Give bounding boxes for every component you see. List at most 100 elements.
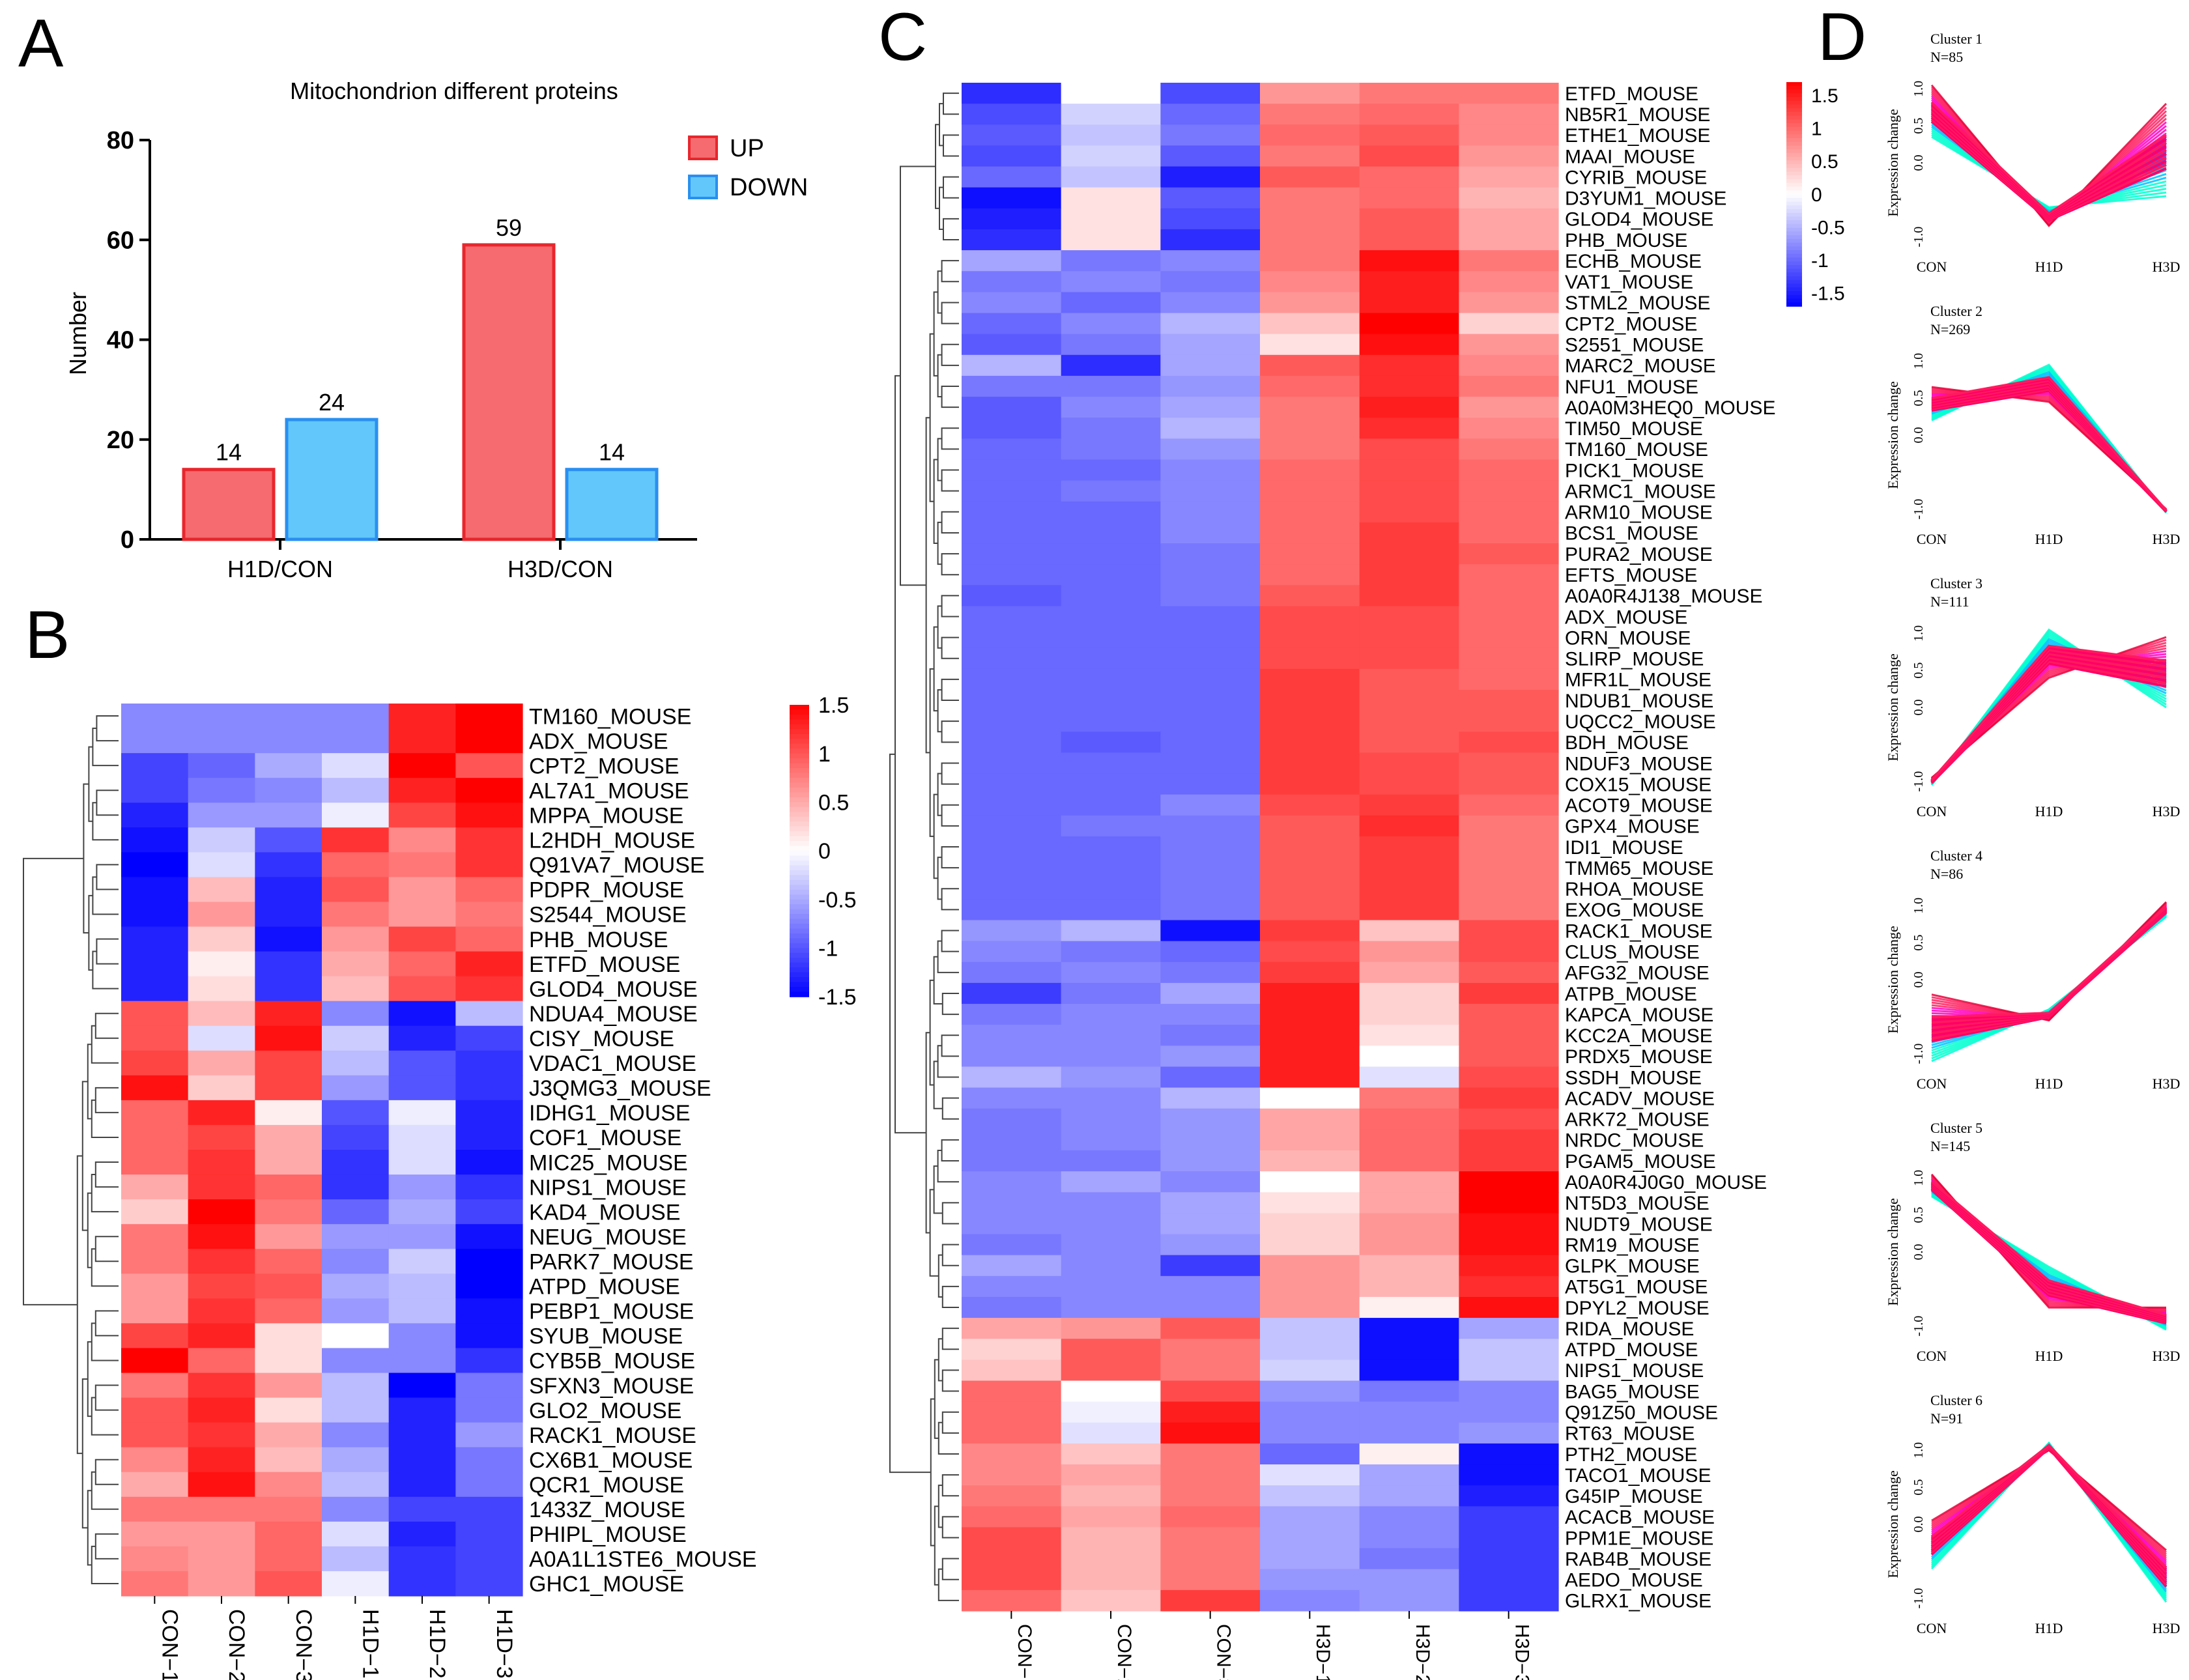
heatmap-row-label: PHB_MOUSE	[1565, 230, 1687, 251]
dendrogram-branch	[94, 1161, 119, 1188]
heatmap-cell	[121, 1150, 189, 1175]
cluster-profile-line	[1931, 904, 2168, 1019]
heatmap-cell	[1061, 522, 1161, 544]
bar-up	[462, 243, 556, 541]
heatmap-cell	[1160, 1422, 1261, 1444]
heatmap-cell	[255, 778, 322, 803]
heatmap-row-label: 1433Z_MOUSE	[529, 1498, 685, 1522]
heatmap-cell	[1160, 1401, 1261, 1423]
heatmap-cell	[962, 689, 1062, 711]
heatmap-cell	[1359, 1108, 1459, 1130]
heatmap-cell	[1061, 334, 1161, 356]
color-scale-step	[790, 797, 809, 803]
cluster-count: N=85	[1930, 49, 1963, 65]
heatmap-cell	[1359, 354, 1459, 377]
heatmap-cell	[388, 1025, 456, 1051]
cluster-title: Cluster 6	[1930, 1392, 1982, 1408]
legend-label-down: DOWN	[730, 174, 808, 201]
color-scale-step	[790, 724, 809, 730]
heatmap-cell	[962, 375, 1062, 397]
color-scale-label: -1	[818, 937, 838, 961]
heatmap-cell	[1359, 145, 1459, 167]
dendrogram-branch	[941, 553, 959, 576]
heatmap-cell	[1160, 1339, 1261, 1360]
heatmap-cell	[1359, 878, 1459, 900]
heatmap-cell	[1260, 1066, 1360, 1089]
cluster-y-tick-label: -1.0	[1911, 1316, 1926, 1337]
heatmap-cell	[962, 1066, 1062, 1089]
color-scale-label: 1	[818, 742, 831, 767]
heatmap-cell	[1061, 250, 1161, 272]
heatmap-cell	[121, 1323, 189, 1349]
heatmap-row-label: BDH_MOUSE	[1565, 732, 1689, 754]
heatmap-cell	[1359, 1255, 1459, 1277]
heatmap-cell	[1359, 961, 1459, 984]
heatmap-cell	[1359, 1464, 1459, 1486]
heatmap-cell	[962, 564, 1062, 586]
heatmap-cell	[1061, 480, 1161, 502]
heatmap-cell	[455, 1521, 523, 1547]
heatmap-cell	[962, 208, 1062, 230]
dendrogram-branch	[941, 260, 959, 283]
heatmap-col-label: H1D−1	[358, 1609, 383, 1679]
heatmap-cell	[1160, 564, 1261, 586]
cluster-profile-line	[1931, 391, 2168, 511]
heatmap-cell	[255, 976, 322, 1002]
heatmap-cell	[1260, 104, 1360, 125]
heatmap-cell	[255, 1521, 322, 1547]
cluster-ylabel: Expression change	[1885, 1470, 1901, 1578]
heatmap-row-label: MAAI_MOUSE	[1565, 146, 1695, 167]
color-scale-label: -1.5	[1811, 283, 1845, 305]
heatmap-cell	[388, 877, 456, 903]
heatmap-cell	[1160, 250, 1261, 272]
heatmap-cell	[962, 124, 1062, 147]
cluster-profile-line	[1931, 905, 2168, 1019]
color-scale-step	[790, 879, 809, 886]
heatmap-row-label: IDI1_MOUSE	[1565, 837, 1683, 859]
color-scale-step	[1786, 220, 1802, 225]
heatmap-cell	[1459, 480, 1559, 502]
heatmap-cell	[255, 753, 322, 778]
heatmap-cell	[1061, 1527, 1161, 1549]
heatmap-cell	[1061, 187, 1161, 209]
heatmap-cell	[1061, 920, 1161, 942]
heatmap-cell	[962, 543, 1062, 565]
heatmap-cell	[1260, 1025, 1360, 1046]
color-scale-step	[1786, 212, 1802, 218]
dendrogram-branch	[96, 938, 119, 965]
heatmap-cell	[255, 1397, 322, 1423]
heatmap-c-row-dendrogram	[889, 93, 959, 1601]
heatmap-cell	[188, 976, 255, 1002]
heatmap-cell	[962, 1422, 1062, 1444]
color-scale-step	[1786, 216, 1802, 221]
heatmap-cell	[1359, 1443, 1459, 1465]
heatmap-cell	[121, 1472, 189, 1498]
heatmap-cell	[188, 728, 255, 754]
heatmap-cell	[1061, 124, 1161, 147]
heatmap-row-label: SLIRP_MOUSE	[1565, 649, 1704, 670]
heatmap-cell	[1160, 1296, 1261, 1318]
heatmap-cell	[1359, 732, 1459, 753]
heatmap-cell	[322, 753, 390, 778]
heatmap-cell	[388, 1496, 456, 1522]
heatmap-cell	[1160, 1192, 1261, 1214]
heatmap-cell	[188, 1422, 255, 1448]
color-scale-step	[790, 972, 809, 978]
heatmap-cell	[188, 902, 255, 928]
heatmap-row-label: NT5D3_MOUSE	[1565, 1193, 1710, 1214]
color-scale-step	[790, 875, 809, 881]
heatmap-cell	[255, 1546, 322, 1572]
heatmap-cell	[1260, 166, 1360, 188]
heatmap-cell	[1359, 1150, 1459, 1172]
heatmap-cell	[962, 459, 1062, 481]
heatmap-cell	[322, 852, 390, 877]
heatmap-cell	[1160, 438, 1261, 461]
heatmap-cell	[1359, 1589, 1459, 1612]
dendrogram-branch	[96, 715, 119, 742]
heatmap-cell	[1260, 920, 1360, 942]
heatmap-cell	[1160, 732, 1261, 753]
heatmap-col-label: H3D−3	[1511, 1624, 1532, 1680]
heatmap-cell	[1160, 1004, 1261, 1025]
color-scale-step	[790, 860, 809, 866]
heatmap-cell	[962, 438, 1062, 461]
